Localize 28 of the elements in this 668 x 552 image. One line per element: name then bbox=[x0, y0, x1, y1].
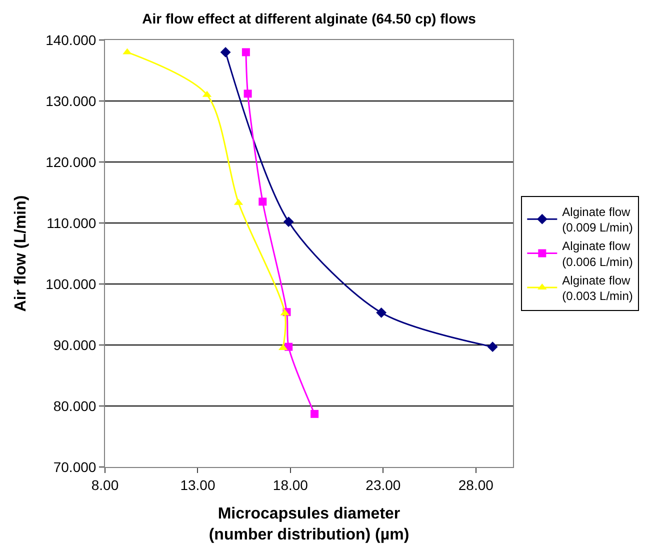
point bbox=[310, 410, 319, 418]
y-tick-label: 140.000 bbox=[46, 32, 96, 48]
point bbox=[283, 216, 294, 227]
point bbox=[244, 90, 252, 98]
x-tick-label: 23.00 bbox=[366, 476, 401, 493]
y-tick-label: 120.000 bbox=[46, 154, 96, 170]
x-axis-title: Microcapsules diameter (number distribution) (µm) bbox=[208, 506, 410, 544]
point bbox=[242, 48, 250, 56]
y-tick-label: 110.000 bbox=[46, 214, 96, 231]
legend-label: Alginate flow (0.003 L/min) bbox=[562, 273, 633, 303]
legend-label: Alginate flow (0.009 L/min) bbox=[562, 204, 633, 235]
y-tick-label: 80.000 bbox=[53, 398, 96, 414]
y-axis-title: Air flow (L/min) bbox=[12, 195, 30, 312]
y-tick-label: 70.000 bbox=[53, 458, 96, 475]
chart-title: Air flow effect at different alginate (64.50 cp) flows bbox=[142, 10, 476, 27]
point bbox=[376, 307, 387, 318]
y-tick-label: 130.000 bbox=[46, 92, 96, 109]
y-tick-label: 90.000 bbox=[53, 336, 96, 353]
x-tick-label: 28.00 bbox=[458, 476, 494, 493]
x-tick-label: 18.00 bbox=[272, 476, 308, 493]
x-tick-label: 8.00 bbox=[91, 476, 119, 493]
legend-label: Alginate flow (0.006 L/min) bbox=[562, 239, 633, 269]
point bbox=[487, 342, 498, 352]
point bbox=[284, 342, 293, 351]
y-tick-label: 100.000 bbox=[46, 276, 96, 292]
x-tick-label: 13.00 bbox=[180, 476, 216, 493]
point bbox=[220, 47, 231, 58]
point bbox=[258, 198, 267, 206]
